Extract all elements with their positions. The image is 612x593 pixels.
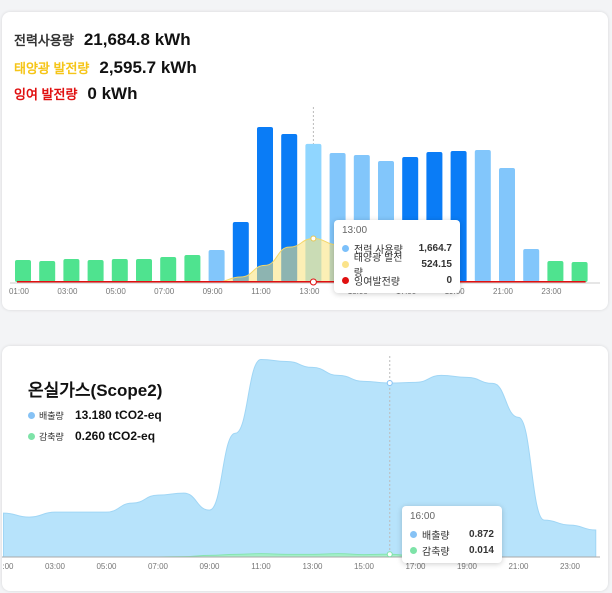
stat-surplus: 잉여 발전량 0 kWh <box>14 84 137 104</box>
series-dot-icon <box>28 432 35 440</box>
series-dot-icon <box>342 260 349 268</box>
x-tick-label: 07:00 <box>154 287 175 296</box>
usage-bar <box>63 259 80 282</box>
x-tick-label: 15:00 <box>354 562 375 571</box>
usage-bar <box>523 248 540 282</box>
usage-bar <box>111 259 128 282</box>
reduction-point <box>386 551 393 558</box>
tooltip-value: 0.014 <box>468 544 494 556</box>
usage-bar <box>39 261 56 282</box>
x-tick-label: 21:00 <box>508 562 529 571</box>
legend-value: 0.260 tCO2-eq <box>75 429 156 443</box>
legend-label: 배출량 <box>39 410 64 421</box>
tooltip-row: 태양광 발전량 524.15 <box>342 253 452 279</box>
usage-bar <box>281 133 298 282</box>
x-tick-label: 05:00 <box>106 287 127 296</box>
stat-label: 태양광 발전량 <box>14 61 90 76</box>
x-tick-label: 05:00 <box>96 562 117 571</box>
usage-bar <box>160 256 177 282</box>
x-tick-label: 23:00 <box>560 562 581 571</box>
x-tick-label: 03:00 <box>57 287 78 296</box>
series-dot-icon <box>342 244 349 252</box>
x-tick-label: 09:00 <box>203 287 224 296</box>
tooltip-label: 전력 사용량 <box>354 244 403 256</box>
tooltip-label: 잉여발전량 <box>354 276 400 288</box>
x-tick-label: 19:00 <box>457 562 478 571</box>
tooltip-label: 배출량 <box>422 530 450 542</box>
series-dot-icon <box>410 530 417 538</box>
tooltip-value: 0 <box>446 274 452 286</box>
tooltip-value: 0.872 <box>468 528 494 540</box>
ghg-tooltip: 16:00 배출량 0.872 감축량 0.014 <box>402 506 502 563</box>
stat-value: 0 kWh <box>87 84 138 103</box>
usage-bar <box>232 221 249 282</box>
energy-card: 전력사용량 21,684.8 kWh 태양광 발전량 2,595.7 kWh 잉여 … <box>2 12 608 310</box>
legend-reduction: 감축량 0.260 tCO2-eq <box>28 429 155 443</box>
tooltip-time: 13:00 <box>342 225 368 236</box>
legend-label: 감축량 <box>39 431 64 442</box>
usage-bar <box>208 249 225 282</box>
x-tick-label: 13:00 <box>299 287 320 296</box>
tooltip-label: 감축량 <box>422 546 450 558</box>
tooltip-row: 감축량 0.014 <box>410 542 494 558</box>
usage-bar <box>571 262 588 282</box>
legend-value: 13.180 tCO2-eq <box>75 408 162 422</box>
energy-chart[interactable]: 01:0003:0005:0007:0009:0011:0013:0015:00… <box>2 12 608 310</box>
tooltip-row: 전력 사용량 1,664.7 <box>342 240 452 256</box>
x-tick-label: 01:00 <box>9 287 30 296</box>
x-tick-label: 09:00 <box>199 562 220 571</box>
stat-power-usage: 전력사용량 21,684.8 kWh <box>14 30 191 50</box>
solar-point <box>310 235 317 242</box>
x-tick-label: 11:00 <box>251 287 271 296</box>
ghg-title: 온실가스(Scope2) <box>28 381 163 400</box>
usage-bar <box>547 261 564 282</box>
ghg-card: 01:00 03:00 05:00 07:00 09:00 11:00 13:00 15:00… <box>2 346 608 591</box>
usage-bar <box>257 127 273 282</box>
x-tick-label: 17:00 <box>405 562 426 571</box>
usage-bar <box>184 254 201 282</box>
usage-bar <box>15 260 31 282</box>
x-tick-label: 21:00 <box>493 287 514 296</box>
series-dot-icon <box>342 276 349 284</box>
usage-bar <box>87 260 104 282</box>
tooltip-row: 배출량 0.872 <box>410 526 494 542</box>
tooltip-time: 16:00 <box>410 511 436 522</box>
x-tick-label: 11:00 <box>251 562 271 571</box>
energy-tooltip: 13:00 전력 사용량 1,664.7 태양광 발전량 524.15 잉여발전량 0 <box>334 220 460 293</box>
x-tick-label: 23:00 <box>541 287 562 296</box>
surplus-point <box>309 278 317 286</box>
legend-emission: 배출량 13.180 tCO2-eq <box>28 408 162 422</box>
stat-label: 잉여 발전량 <box>14 87 78 102</box>
tooltip-row: 잉여발전량 0 <box>342 272 452 288</box>
series-dot-icon <box>410 546 417 554</box>
x-tick-label: 01:00 <box>2 562 14 571</box>
x-tick-label: 07:00 <box>148 562 169 571</box>
x-tick-label: 13:00 <box>302 562 323 571</box>
stat-value: 2,595.7 kWh <box>99 58 197 77</box>
emission-point <box>386 380 393 386</box>
usage-bar <box>499 167 515 282</box>
x-tick-label: 03:00 <box>45 562 66 571</box>
series-dot-icon <box>28 411 35 419</box>
tooltip-label: 태양광 발전량 <box>353 253 403 279</box>
stat-value: 21,684.8 kWh <box>83 30 191 49</box>
tooltip-value: 1,664.7 <box>418 242 452 254</box>
usage-bar <box>136 259 152 282</box>
usage-bar <box>474 149 491 282</box>
stat-solar: 태양광 발전량 2,595.7 kWh <box>14 58 197 78</box>
stat-label: 전력사용량 <box>14 33 74 48</box>
tooltip-value: 524.15 <box>421 258 452 270</box>
